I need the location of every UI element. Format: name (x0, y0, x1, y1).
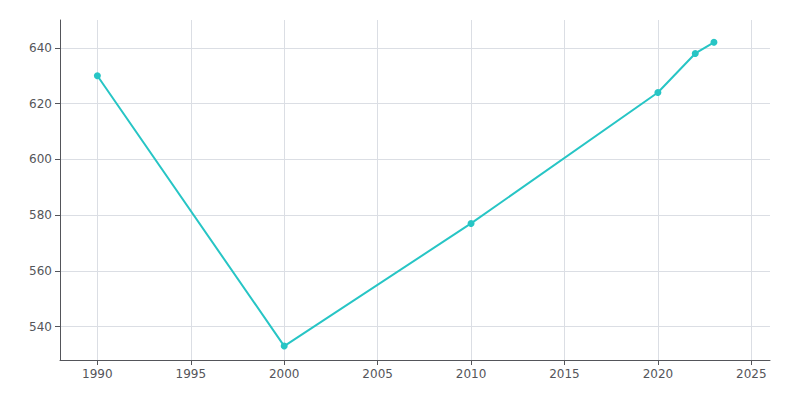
svg-text:2020: 2020 (643, 367, 674, 381)
svg-text:540: 540 (29, 320, 52, 334)
svg-text:560: 560 (29, 264, 52, 278)
svg-text:580: 580 (29, 208, 52, 222)
svg-text:2010: 2010 (456, 367, 487, 381)
svg-text:2015: 2015 (549, 367, 580, 381)
svg-text:2025: 2025 (736, 367, 767, 381)
svg-text:1990: 1990 (82, 367, 113, 381)
svg-text:2000: 2000 (269, 367, 300, 381)
svg-text:1995: 1995 (176, 367, 207, 381)
svg-text:600: 600 (29, 152, 52, 166)
svg-text:640: 640 (29, 41, 52, 55)
svg-text:620: 620 (29, 97, 52, 111)
svg-text:2005: 2005 (362, 367, 393, 381)
